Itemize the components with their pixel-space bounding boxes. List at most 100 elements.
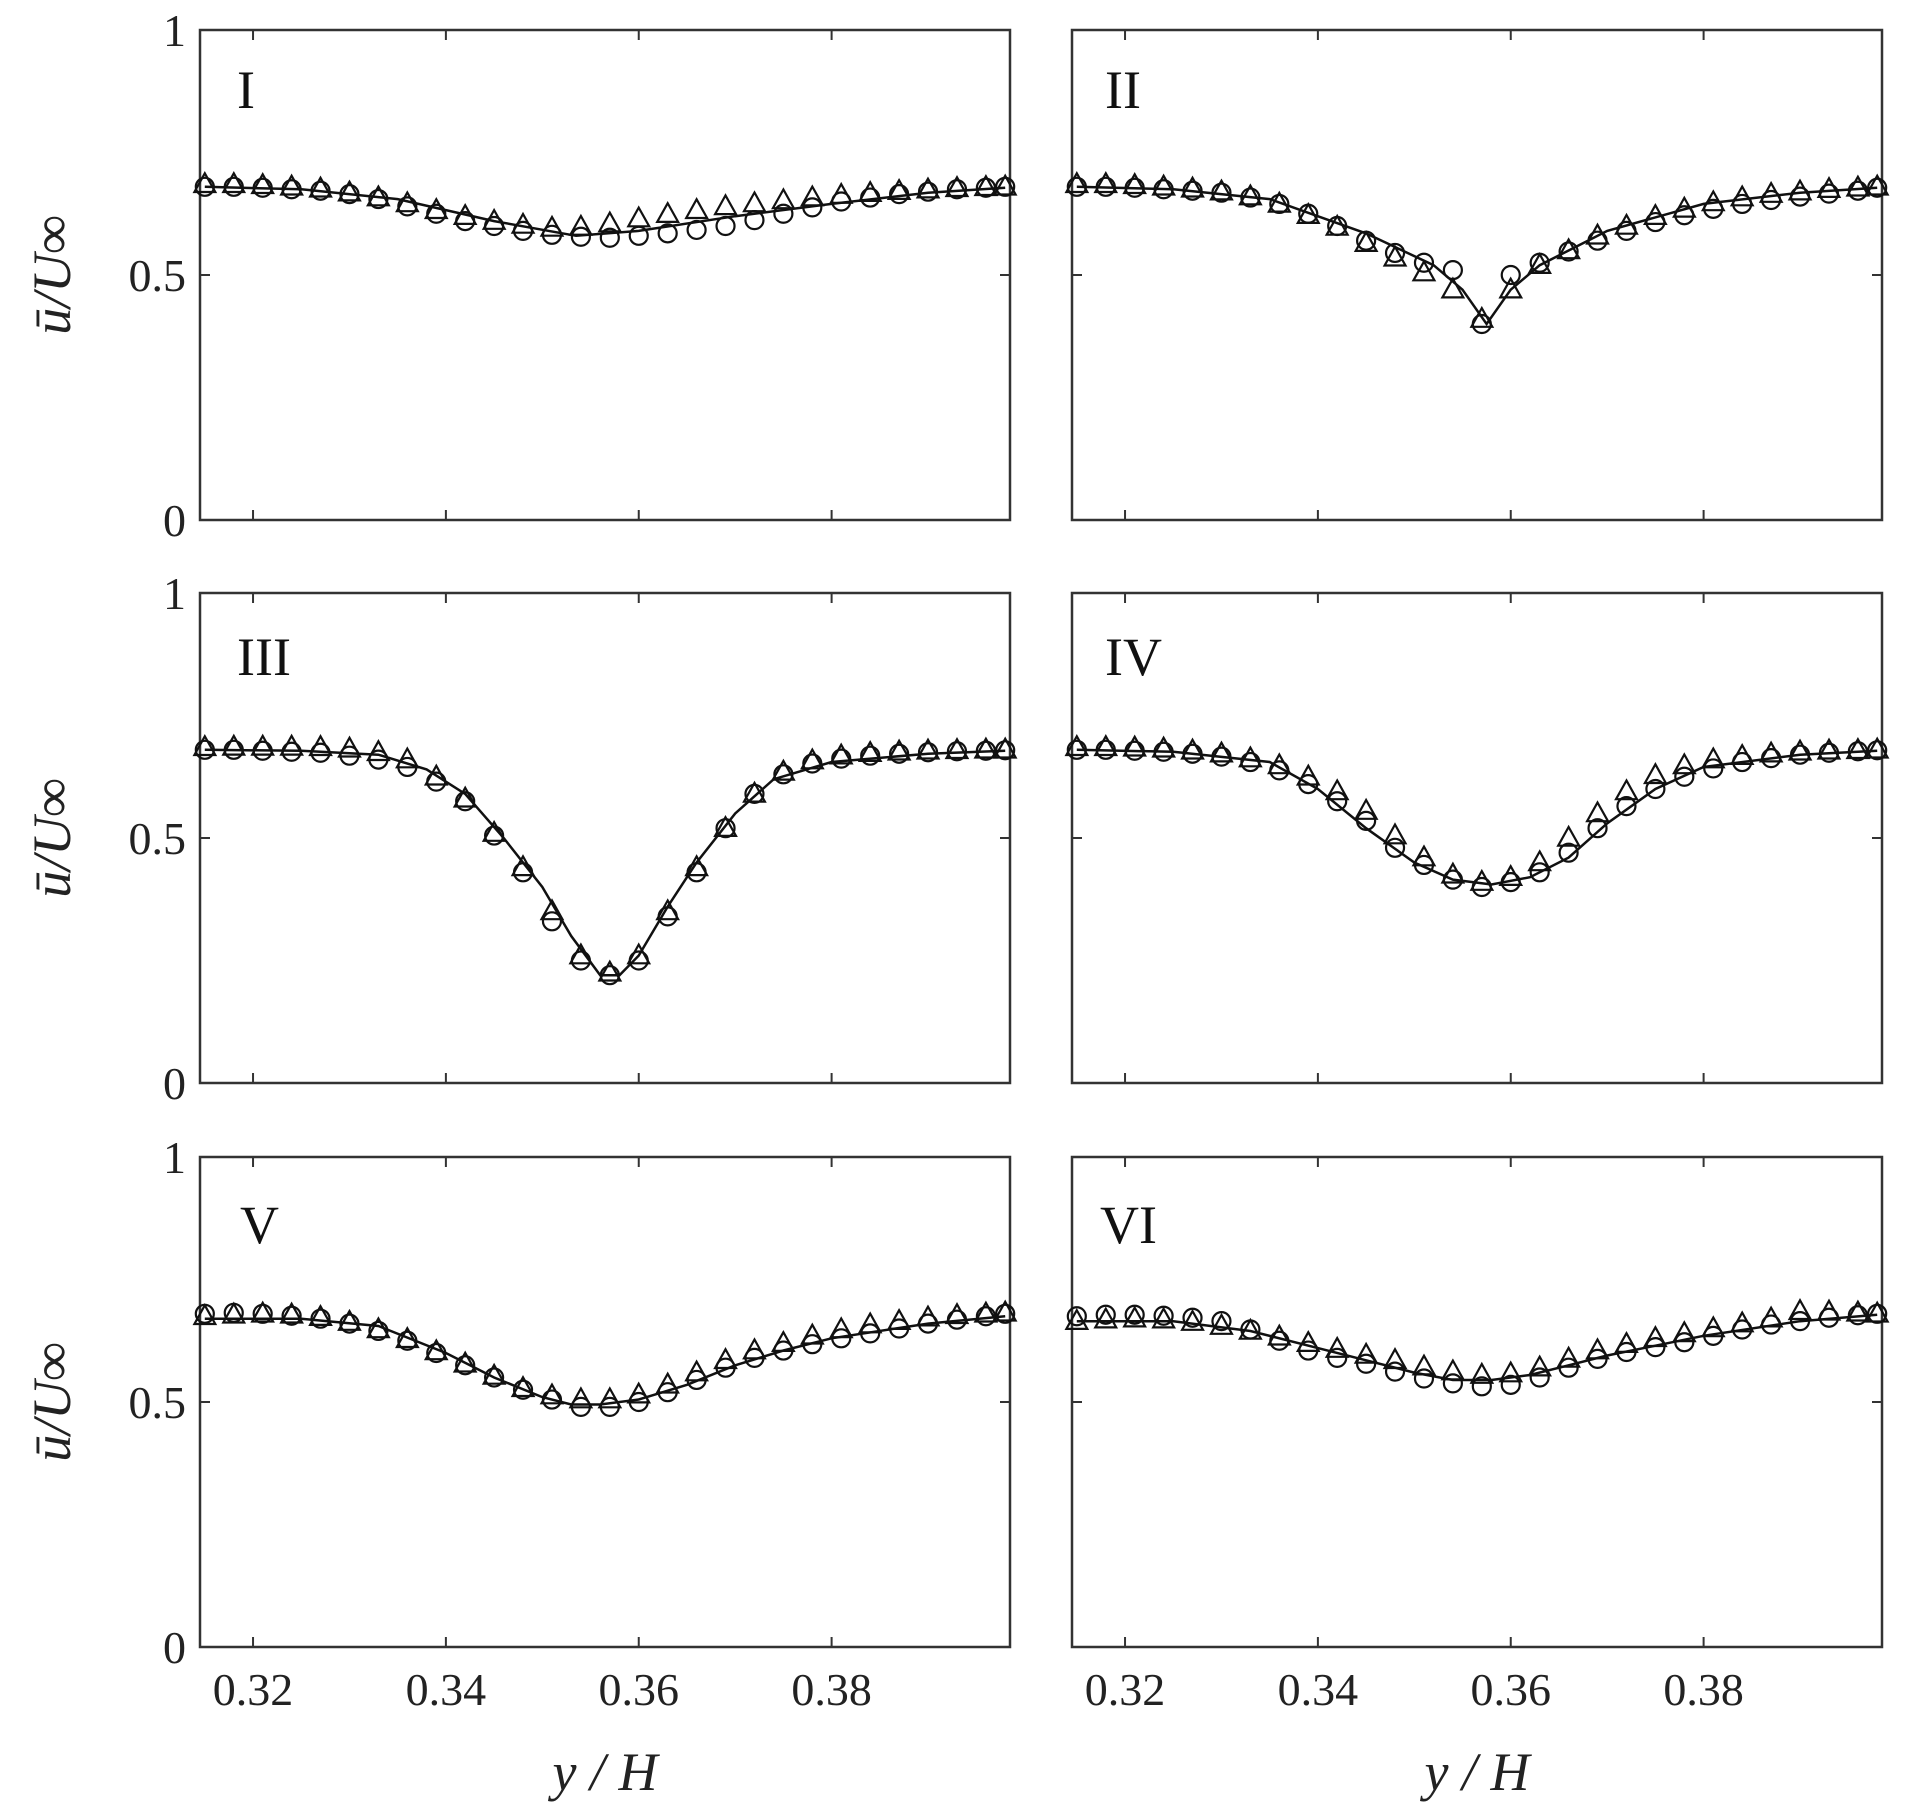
data-point-triangle <box>1498 863 1524 887</box>
data-point-triangle <box>992 736 1018 759</box>
data-point-circle <box>1413 1368 1435 1389</box>
data-point-triangle <box>1382 1347 1408 1370</box>
data-point-circle <box>917 742 939 763</box>
data-point-circle <box>310 1308 331 1329</box>
data-point-triangle <box>1758 740 1784 763</box>
data-point-triangle <box>1122 1305 1147 1328</box>
panel-frame <box>1070 1155 1884 1649</box>
y-tick-label: 0.5 <box>129 813 187 864</box>
data-point-circle <box>1211 182 1232 203</box>
data-point-triangle <box>510 1375 536 1398</box>
data-point-triangle <box>1845 737 1871 760</box>
plot-layer: 0.32 0.34 0.36 0.38 <box>1064 1156 1890 1715</box>
data-point-triangle <box>1122 172 1147 195</box>
y-tick-label: 0 <box>163 1058 186 1109</box>
data-point-triangle <box>192 734 218 757</box>
data-point-circle <box>1356 810 1377 831</box>
data-point-circle <box>1182 1307 1203 1328</box>
data-point-triangle <box>1816 1298 1842 1321</box>
panel-label: VI <box>1100 1195 1157 1255</box>
data-point-circle <box>773 203 794 224</box>
data-point-triangle <box>857 739 883 763</box>
panel-frame <box>1070 28 1884 522</box>
panel-6: 0.32 0.34 0.36 0.38 VI <box>1064 1155 1890 1715</box>
data-point-triangle <box>1267 1323 1292 1346</box>
data-point-triangle <box>221 1301 247 1324</box>
data-point-circle <box>1095 176 1116 197</box>
data-point-circle <box>194 176 215 197</box>
data-point-triangle <box>973 736 999 759</box>
data-point-circle <box>1384 1361 1406 1382</box>
data-point-triangle <box>539 898 565 921</box>
data-point-circle <box>1529 1367 1550 1388</box>
data-point-circle <box>512 1379 534 1400</box>
y-axis-label: ū/U∞ <box>22 1342 82 1462</box>
data-point-circle <box>889 743 910 764</box>
data-point-triangle <box>1440 276 1466 299</box>
data-point-triangle <box>713 814 738 838</box>
data-point-triangle <box>1151 1306 1176 1329</box>
data-point-triangle <box>1469 1361 1495 1384</box>
data-point-triangle <box>915 737 941 760</box>
data-point-circle <box>1384 242 1406 264</box>
x-tick-label: 0.32 <box>1085 1664 1166 1715</box>
data-point-triangle <box>828 742 854 765</box>
data-point-triangle <box>973 174 999 197</box>
data-point-circle <box>570 226 591 247</box>
data-point-triangle <box>992 173 1018 196</box>
data-point-triangle <box>684 1359 709 1382</box>
data-point-triangle <box>1700 189 1726 212</box>
data-point-triangle <box>1787 738 1813 761</box>
data-point-triangle <box>1440 1358 1466 1381</box>
data-point-triangle <box>1209 740 1234 763</box>
data-point-triangle <box>1180 1308 1205 1331</box>
x-tick-label: 0.38 <box>791 1664 872 1715</box>
data-point-triangle <box>1411 259 1437 282</box>
data-point-triangle <box>742 1337 767 1360</box>
data-point-triangle <box>742 190 767 213</box>
data-point-circle <box>1500 264 1521 286</box>
data-point-triangle <box>250 1300 275 1323</box>
data-point-triangle <box>1729 1310 1755 1333</box>
data-point-triangle <box>279 1301 304 1324</box>
data-point-triangle <box>742 780 767 803</box>
panel-label: IV <box>1105 627 1162 687</box>
data-point-triangle <box>1672 195 1697 218</box>
data-point-triangle <box>828 1316 854 1339</box>
data-point-triangle <box>510 854 536 877</box>
data-point-triangle <box>1758 180 1784 203</box>
data-point-circle <box>1818 742 1840 763</box>
data-point-circle <box>1847 1305 1868 1326</box>
panel-1: 00.51 I <box>129 5 1018 546</box>
data-point-triangle <box>1556 237 1581 260</box>
y-tick-label: 0 <box>163 495 186 546</box>
data-point-circle <box>1384 837 1406 858</box>
data-point-triangle <box>1672 1320 1697 1343</box>
data-point-triangle <box>1411 844 1437 867</box>
data-point-circle <box>599 965 620 986</box>
data-point-circle <box>1413 252 1435 273</box>
data-point-triangle <box>1469 868 1495 891</box>
data-point-triangle <box>713 1347 738 1370</box>
data-point-circle <box>1867 177 1888 198</box>
data-point-triangle <box>337 179 362 202</box>
data-point-triangle <box>452 1350 478 1373</box>
data-point-circle <box>1095 1304 1116 1325</box>
data-point-circle <box>397 1330 418 1351</box>
data-point-triangle <box>395 1326 420 1349</box>
data-point-circle <box>686 219 707 241</box>
data-point-circle <box>426 1342 447 1364</box>
y-tick-label: 0.5 <box>129 1377 187 1428</box>
data-point-triangle <box>1064 171 1090 194</box>
panel-label: V <box>240 1195 279 1255</box>
data-point-circle <box>1529 862 1550 883</box>
data-point-triangle <box>1180 175 1205 198</box>
data-point-circle <box>194 739 215 760</box>
data-point-triangle <box>886 177 912 200</box>
data-point-triangle <box>568 1386 594 1409</box>
data-point-circle <box>917 181 939 202</box>
data-point-triangle <box>1353 797 1379 820</box>
data-point-circle <box>1789 1311 1811 1332</box>
data-point-triangle <box>1585 800 1610 823</box>
